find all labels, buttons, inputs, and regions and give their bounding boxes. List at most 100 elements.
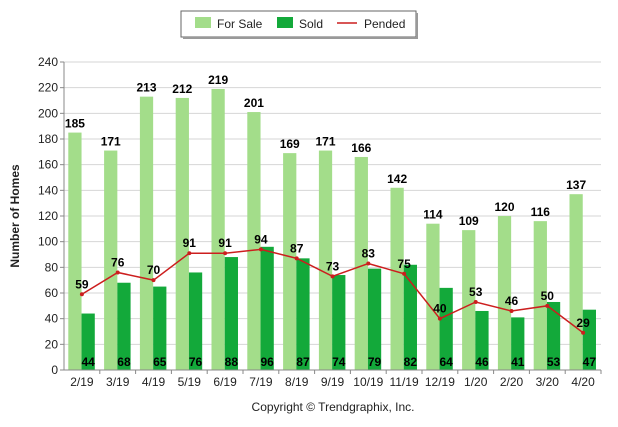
x-tick-label: 2/19 xyxy=(70,375,94,389)
y-tick-label: 40 xyxy=(45,312,59,326)
sold-value-label: 74 xyxy=(332,355,346,369)
x-tick-label: 4/20 xyxy=(571,375,595,389)
bar-sold xyxy=(296,258,310,370)
pended-point xyxy=(437,316,442,321)
legend-swatch-for-sale xyxy=(195,17,211,28)
sold-value-label: 82 xyxy=(404,355,418,369)
for-sale-value-label: 201 xyxy=(244,96,264,110)
sold-value-label: 53 xyxy=(547,355,561,369)
x-tick-label: 9/19 xyxy=(321,375,345,389)
x-tick-label: 11/19 xyxy=(390,375,419,389)
legend-shadow-right xyxy=(416,13,418,39)
legend-shadow-bottom xyxy=(183,37,418,39)
bar-sold xyxy=(260,246,274,370)
bar-for-sale xyxy=(175,97,189,370)
x-tick-label: 7/19 xyxy=(249,375,273,389)
for-sale-value-label: 171 xyxy=(101,135,121,149)
pended-value-label: 87 xyxy=(290,241,304,255)
for-sale-value-label: 171 xyxy=(316,135,336,149)
for-sale-value-label: 109 xyxy=(459,214,479,228)
for-sale-value-label: 120 xyxy=(495,200,515,214)
bar-for-sale xyxy=(462,230,476,370)
for-sale-value-label: 185 xyxy=(65,117,85,131)
sold-value-label: 88 xyxy=(225,355,239,369)
bar-sold xyxy=(188,272,203,370)
bar-for-sale xyxy=(247,112,261,371)
x-tick-labels: 2/19 3/19 4/19 5/19 6/19 7/19 8/19 9/19 10/19 11/… xyxy=(70,370,602,389)
bar-sold xyxy=(475,310,489,370)
pended-point xyxy=(366,261,371,266)
y-tick-label: 140 xyxy=(38,183,58,197)
legend-label-for-sale: For Sale xyxy=(217,17,263,31)
pended-value-label: 50 xyxy=(541,289,555,303)
pended-value-label: 40 xyxy=(433,302,447,316)
sold-value-label: 41 xyxy=(511,355,525,369)
pended-point xyxy=(187,251,192,256)
pended-point xyxy=(545,303,550,308)
bars xyxy=(68,88,596,371)
bar-for-sale xyxy=(139,96,154,371)
bar-sold xyxy=(439,287,453,370)
sold-value-label: 76 xyxy=(189,355,203,369)
bar-for-sale xyxy=(354,156,368,370)
bar-for-sale xyxy=(390,187,404,370)
data-labels: 185 44 171 68 213 65 212 76 219 88 201 96 169 87 171 74… xyxy=(65,73,596,369)
y-tick-label: 20 xyxy=(45,337,59,351)
bar-sold xyxy=(511,317,525,370)
x-tick-label: 12/19 xyxy=(425,375,455,389)
pended-value-label: 94 xyxy=(254,232,268,246)
axes xyxy=(63,62,601,371)
y-tick-label: 100 xyxy=(38,235,58,249)
y-tick-label: 160 xyxy=(38,158,58,172)
pended-point xyxy=(258,247,263,252)
for-sale-value-label: 114 xyxy=(423,208,443,222)
bar-sold xyxy=(367,268,382,370)
x-tick-label: 3/20 xyxy=(536,375,560,389)
x-tick-label: 8/19 xyxy=(285,375,309,389)
copyright-text: Copyright © Trendgraphix, Inc. xyxy=(252,400,415,414)
bar-for-sale xyxy=(283,153,297,370)
for-sale-value-label: 213 xyxy=(137,81,157,95)
y-tick-label: 120 xyxy=(38,209,58,223)
legend-box xyxy=(180,10,417,38)
bar-sold xyxy=(546,301,561,370)
y-axis-label: Number of Homes xyxy=(8,164,22,268)
bar-for-sale xyxy=(318,150,333,370)
legend-swatch-sold xyxy=(277,17,293,28)
bar-sold xyxy=(332,275,346,370)
x-tick-label: 1/20 xyxy=(464,375,488,389)
for-sale-value-label: 212 xyxy=(172,82,192,96)
sold-value-label: 87 xyxy=(296,355,310,369)
legend-label-sold: Sold xyxy=(299,17,323,31)
bar-for-sale xyxy=(569,194,583,370)
y-tick-label: 220 xyxy=(38,81,58,95)
pended-value-label: 76 xyxy=(111,255,125,269)
y-tick-label: 60 xyxy=(45,286,59,300)
x-tick-label: 5/19 xyxy=(178,375,202,389)
pended-point xyxy=(509,308,514,313)
bar-for-sale xyxy=(426,223,440,370)
pended-point xyxy=(151,278,156,283)
pended-value-label: 73 xyxy=(326,259,340,273)
bar-for-sale xyxy=(104,150,118,370)
bar-for-sale xyxy=(211,88,225,370)
x-tick-label: 6/19 xyxy=(213,375,237,389)
sold-value-label: 44 xyxy=(81,355,95,369)
pended-value-label: 91 xyxy=(218,236,232,250)
sold-value-label: 47 xyxy=(583,355,597,369)
pended-value-label: 59 xyxy=(75,277,89,291)
pended-value-label: 70 xyxy=(147,263,161,277)
legend-label-pended: Pended xyxy=(364,17,405,31)
pended-value-label: 53 xyxy=(469,285,483,299)
legend: For Sale Sold Pended xyxy=(180,10,418,39)
sold-value-label: 46 xyxy=(475,355,489,369)
for-sale-value-label: 219 xyxy=(208,73,228,87)
pended-value-label: 29 xyxy=(576,316,590,330)
pended-value-label: 83 xyxy=(362,246,376,260)
pended-line xyxy=(79,247,586,335)
sold-value-label: 65 xyxy=(153,355,167,369)
bar-sold xyxy=(153,286,167,370)
for-sale-value-label: 116 xyxy=(531,205,551,219)
